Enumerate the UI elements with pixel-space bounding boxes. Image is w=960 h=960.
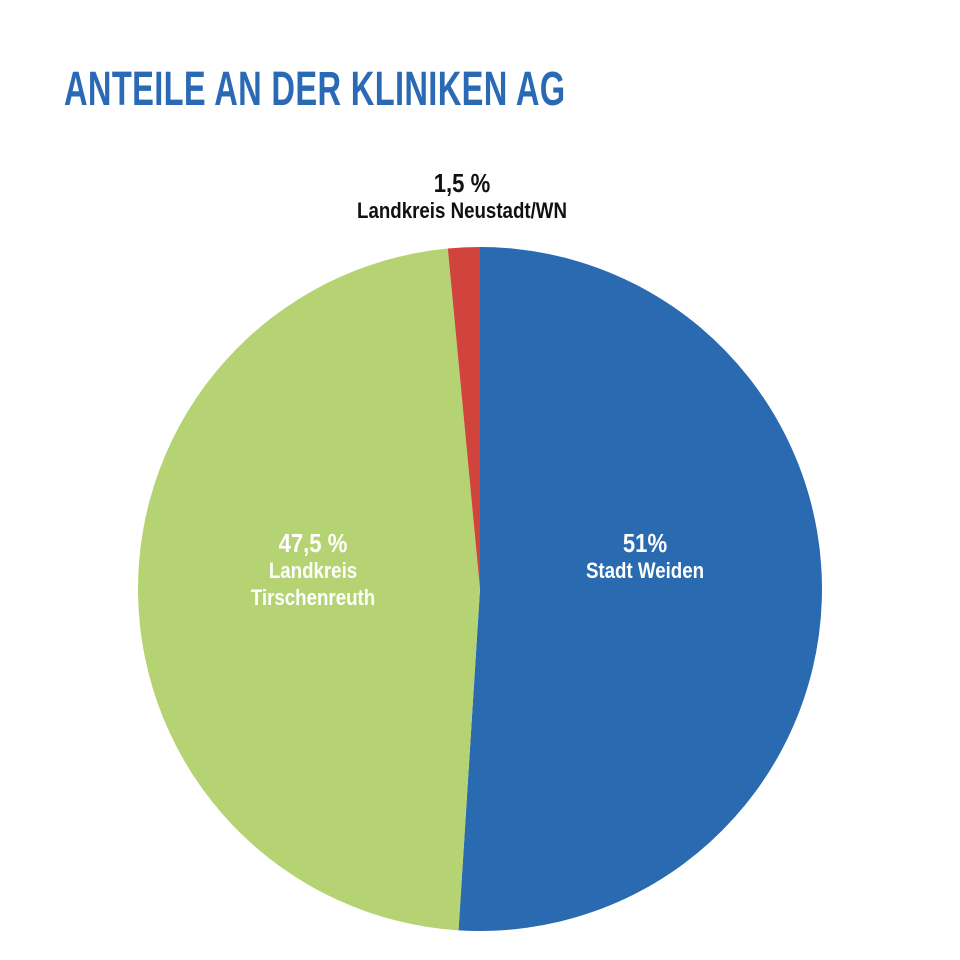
slice-name-label: Stadt Weiden bbox=[585, 558, 705, 583]
slice-label-tirschenreuth: 47,5 % Landkreis Tirschenreuth bbox=[251, 530, 375, 611]
pie-slice-stadt-weiden bbox=[458, 247, 823, 932]
slice-value-label: 51% bbox=[622, 528, 668, 558]
slice-value-label: 1,5 % bbox=[433, 168, 491, 198]
chart-title: ANTEILE AN DER KLINIKEN AG bbox=[64, 63, 566, 116]
slice-value-label: 47,5 % bbox=[278, 528, 348, 558]
slice-label-neustadt: 1,5 % Landkreis Neustadt/WN bbox=[357, 170, 567, 224]
slice-name-label: Landkreis Neustadt/WN bbox=[357, 198, 567, 223]
pie-slice-landkreis-tirschenreuth bbox=[138, 248, 480, 931]
slice-name-label: Landkreis bbox=[268, 558, 358, 583]
slice-label-weiden: 51% Stadt Weiden bbox=[586, 530, 704, 584]
pie-slice-landkreis-neustadt-wn bbox=[447, 247, 480, 589]
slice-name-label: Tirschenreuth bbox=[250, 585, 376, 610]
